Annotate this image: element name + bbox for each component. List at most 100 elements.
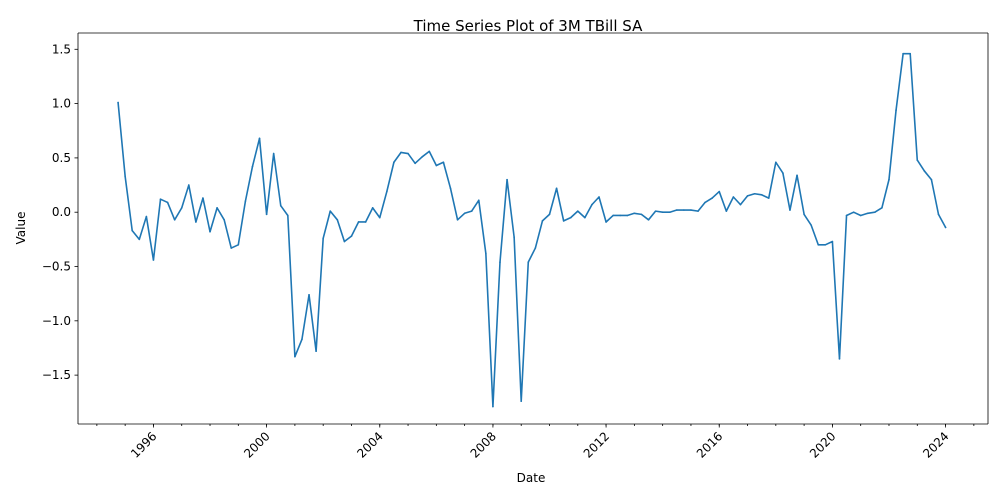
data-point (329, 210, 332, 212)
data-point (569, 216, 572, 219)
data-point (357, 221, 360, 223)
y-tick-label: 1.5 (52, 42, 71, 56)
x-axis-label: Date (517, 471, 546, 485)
data-point (555, 187, 558, 190)
data-point (188, 184, 190, 186)
data-point (499, 261, 501, 263)
data-point (336, 219, 339, 221)
data-point (202, 197, 204, 199)
data-point (315, 350, 317, 353)
data-point (767, 197, 770, 199)
data-point (124, 175, 126, 178)
data-point (294, 355, 296, 358)
data-point (852, 211, 855, 214)
data-point (916, 159, 919, 161)
data-point (244, 200, 247, 203)
data-point (513, 236, 515, 238)
data-point (279, 204, 282, 207)
y-tick-label: −1.0 (42, 314, 71, 328)
data-point (817, 243, 820, 246)
y-tick-label: −1.5 (42, 368, 71, 382)
data-point (782, 172, 784, 174)
data-point (796, 174, 798, 177)
data-point (548, 213, 551, 216)
data-point (117, 101, 119, 104)
data-point (421, 156, 424, 158)
data-point (619, 214, 622, 217)
data-point (584, 216, 586, 219)
data-point (725, 210, 728, 212)
data-point (145, 215, 148, 218)
data-point (456, 219, 459, 221)
data-point (485, 252, 487, 255)
data-point (470, 210, 473, 212)
data-point (428, 150, 431, 153)
data-point (626, 214, 629, 217)
data-point (576, 210, 579, 212)
data-point (520, 400, 523, 402)
data-point (435, 164, 438, 167)
y-tick-label: 1.0 (52, 97, 71, 111)
data-point (944, 226, 947, 229)
data-point (386, 190, 388, 193)
data-point (732, 196, 735, 198)
data-point (874, 211, 876, 214)
data-point (138, 238, 141, 241)
data-point (704, 201, 706, 204)
data-point (746, 195, 749, 197)
data-point (810, 224, 812, 227)
data-point (534, 247, 537, 249)
data-point (237, 243, 240, 246)
data-point (683, 209, 685, 211)
data-point (258, 137, 261, 140)
data-point (159, 198, 162, 200)
data-point (393, 161, 395, 164)
data-point (612, 214, 614, 217)
data-point (923, 170, 926, 172)
data-point (803, 213, 805, 216)
data-point (152, 259, 155, 261)
data-point (407, 152, 409, 155)
data-point (930, 178, 933, 181)
data-point (265, 213, 268, 216)
plot-frame (77, 32, 989, 425)
chart-title: Time Series Plot of 3M TBill SA (413, 17, 643, 35)
data-point (230, 247, 233, 249)
data-point (449, 187, 452, 190)
data-point (477, 199, 480, 202)
data-point (492, 405, 494, 408)
data-point (845, 214, 848, 217)
data-point (775, 161, 777, 164)
data-point (654, 210, 657, 212)
data-point (378, 216, 381, 219)
series-layer (117, 52, 947, 408)
data-point (760, 194, 763, 196)
data-point (251, 165, 254, 168)
data-point (838, 358, 841, 360)
data-point (541, 220, 544, 222)
data-point (301, 338, 303, 341)
data-point (937, 213, 940, 216)
data-point (463, 212, 466, 215)
data-point (668, 211, 671, 214)
data-point (831, 240, 834, 243)
data-point (400, 151, 402, 154)
data-point (789, 209, 791, 211)
data-point (371, 207, 374, 209)
data-point (343, 240, 346, 243)
data-point (272, 152, 275, 155)
data-point (909, 52, 911, 55)
data-point (166, 201, 169, 204)
data-point (598, 196, 600, 198)
data-point (591, 203, 593, 206)
data-point (562, 220, 565, 222)
y-tick-label: −0.5 (42, 260, 71, 274)
y-axis-label: Value (14, 212, 28, 245)
data-point (902, 52, 904, 55)
data-point (895, 109, 897, 111)
data-point (322, 237, 324, 240)
data-point (223, 219, 225, 221)
data-point (527, 261, 530, 263)
data-point (661, 211, 664, 214)
